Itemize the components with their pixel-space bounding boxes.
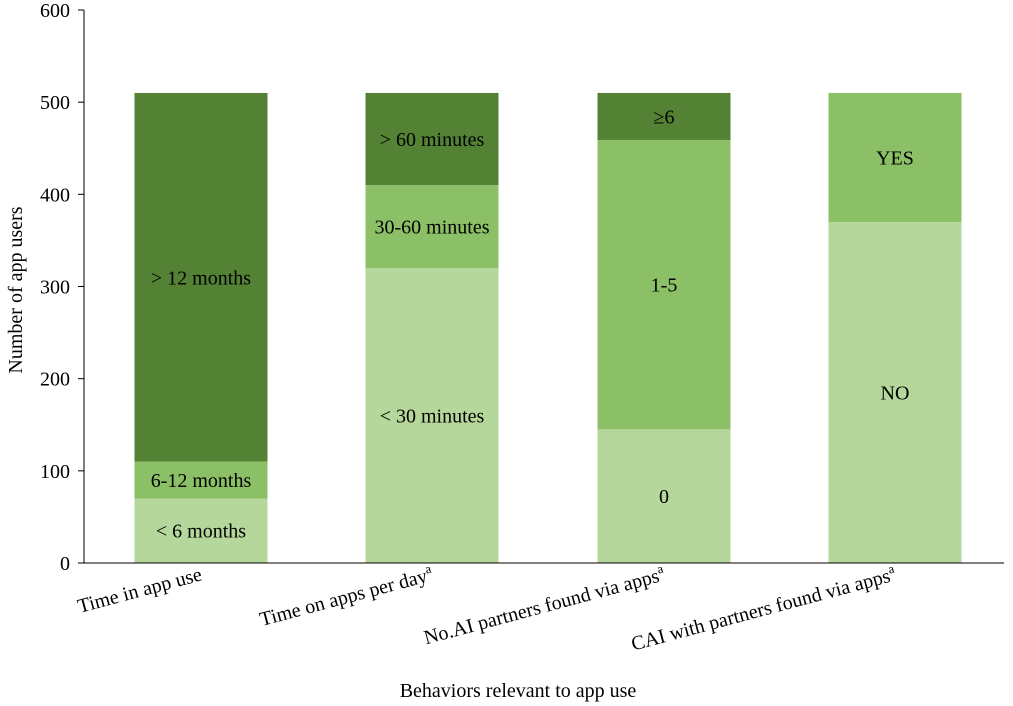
segment-label: < 6 months xyxy=(156,521,246,543)
segment-label: 30-60 minutes xyxy=(375,217,490,239)
x-tick-label: CAI with partners found via appsa xyxy=(628,561,898,656)
x-tick-text: Time in app use xyxy=(75,564,204,618)
y-ticks-layer: 0 100 200 300 400 500 600 xyxy=(40,0,84,575)
x-tick-superscript: a xyxy=(886,561,896,577)
y-tick-label: 600 xyxy=(40,0,70,22)
segment-label: 6-12 months xyxy=(151,470,252,492)
y-axis-title: Number of app users xyxy=(5,206,27,373)
bars-layer xyxy=(134,92,962,563)
segment-labels-layer: < 6 months 6-12 months > 12 months < 30 min… xyxy=(151,106,914,542)
x-tick-label: Time in app use xyxy=(75,564,204,618)
x-ticks-layer: Time in app use Time on apps per dayaNo.A… xyxy=(75,561,898,656)
x-tick-text: Time on apps per day xyxy=(257,565,429,631)
bar-segment xyxy=(597,92,731,140)
segment-label: ≥6 xyxy=(654,106,675,128)
x-tick-superscript: a xyxy=(423,561,433,577)
segment-label: > 60 minutes xyxy=(380,129,485,151)
bar-segment xyxy=(365,268,499,563)
segment-label: < 30 minutes xyxy=(380,406,485,428)
segment-label: YES xyxy=(876,147,914,169)
y-tick-label: 100 xyxy=(40,461,70,483)
y-tick-label: 500 xyxy=(40,92,70,114)
segment-label: 0 xyxy=(659,486,669,508)
segment-label: 1-5 xyxy=(651,275,678,297)
x-tick-label: Time on apps per daya xyxy=(257,561,436,631)
bar-segment xyxy=(828,221,962,563)
segment-label: > 12 months xyxy=(151,267,251,289)
bar-segment xyxy=(134,461,268,499)
bar-segment xyxy=(134,92,268,462)
y-tick-label: 400 xyxy=(40,184,70,206)
bar-segment xyxy=(134,498,268,563)
bar-segment xyxy=(597,139,731,430)
x-tick-superscript: a xyxy=(655,561,665,577)
y-tick-label: 0 xyxy=(60,553,70,575)
y-tick-label: 200 xyxy=(40,369,70,391)
bar-segment xyxy=(828,92,962,222)
x-tick-text: No.AI partners found via apps xyxy=(422,565,662,649)
bar-segment xyxy=(365,92,499,186)
segment-label: NO xyxy=(881,382,910,404)
bar-segment xyxy=(597,429,731,563)
bar-segment xyxy=(365,185,499,269)
y-tick-label: 300 xyxy=(40,277,70,299)
x-axis-title: Behaviors relevant to app use xyxy=(400,680,637,702)
x-tick-text: CAI with partners found via apps xyxy=(629,565,893,655)
